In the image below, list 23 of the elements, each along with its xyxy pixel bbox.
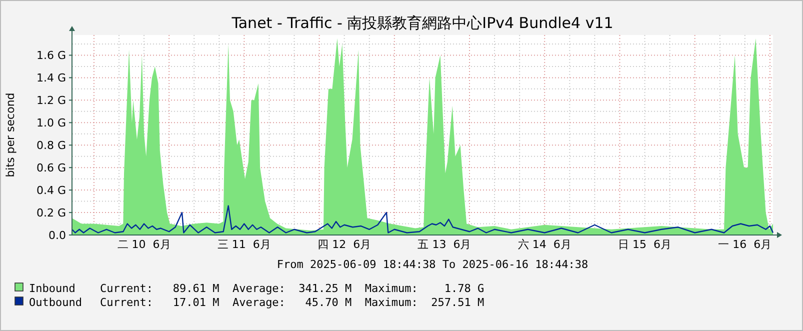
- y-tick-label: 0.8 G: [36, 139, 66, 152]
- y-tick-label: 1.2 G: [36, 94, 66, 108]
- y-tick-label: 0.0: [48, 229, 66, 242]
- legend-label: Outbound: [29, 296, 82, 309]
- y-tick-label: 1.4 G: [36, 72, 66, 85]
- x-tick-label: 六 14 6月: [518, 238, 572, 251]
- x-tick-label: 四 12 6月: [318, 238, 372, 251]
- legend-label: Inbound: [29, 282, 76, 295]
- x-tick-label: 二 10 6月: [117, 238, 171, 251]
- y-tick-label: 1.0 G: [36, 116, 66, 130]
- x-tick-label: 三 11 6月: [217, 238, 271, 251]
- text: From 2025-06-09 18:44:38 To 2025-06-16 18:44:38: [276, 258, 588, 271]
- x-tick-label: 五 13 6月: [418, 238, 472, 251]
- text: Current: 89.61 M Average: 341.25 M Maximum: 1.78 G: [100, 282, 484, 295]
- y-axis-title: bits per second: [4, 92, 17, 178]
- x-tick-label: 日 15 6月: [618, 238, 672, 251]
- x-tick-label: 一 16 6月: [718, 238, 772, 251]
- y-tick-label: 0.4 G: [36, 184, 66, 198]
- y-tick-label: 0.6 G: [36, 162, 66, 175]
- y-tick-label: 1.6 G: [36, 49, 66, 62]
- y-tick-label: 0.2 G: [36, 206, 66, 220]
- text: Current: 17.01 M Average: 45.70 M Maximum: 257.51 M: [100, 296, 484, 309]
- chart-title: Tanet - Traffic - 南投縣教育網路中心IPv4 Bundle4 v11: [230, 14, 614, 32]
